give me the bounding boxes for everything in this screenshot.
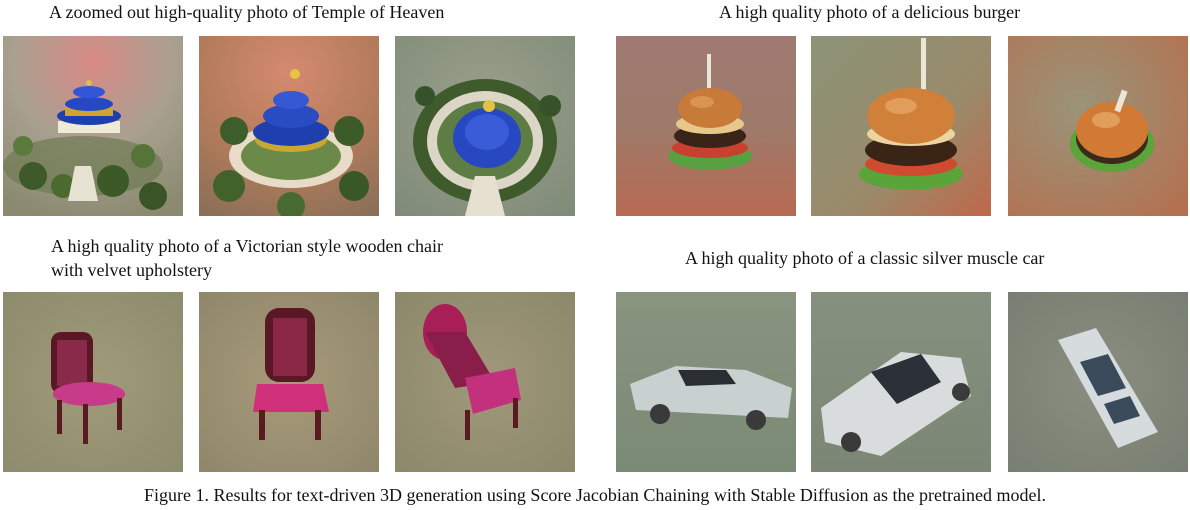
- car-image-2: [811, 292, 991, 472]
- chair-image-1: [3, 292, 183, 472]
- temple-image-1: [3, 36, 183, 216]
- prompt-burger: A high quality photo of a delicious burg…: [719, 2, 1021, 22]
- prompt-chair-line1: A high quality photo of a Victorian styl…: [51, 236, 444, 256]
- chair-image-2: [199, 292, 379, 472]
- prompt-temple: A zoomed out high-quality photo of Templ…: [49, 2, 445, 22]
- temple-image-3: [395, 36, 575, 216]
- burger-image-3: [1008, 36, 1188, 216]
- chair-image-3: [395, 292, 575, 472]
- car-image-1: [616, 292, 796, 472]
- prompt-chair-line2: with velvet upholstery: [51, 260, 212, 280]
- temple-image-2: [199, 36, 379, 216]
- prompt-car: A high quality photo of a classic silver…: [685, 248, 1045, 268]
- burger-image-1: [616, 36, 796, 216]
- car-image-3: [1008, 292, 1188, 472]
- figure-caption: Figure 1. Results for text-driven 3D gen…: [144, 485, 1046, 505]
- burger-image-2: [811, 36, 991, 216]
